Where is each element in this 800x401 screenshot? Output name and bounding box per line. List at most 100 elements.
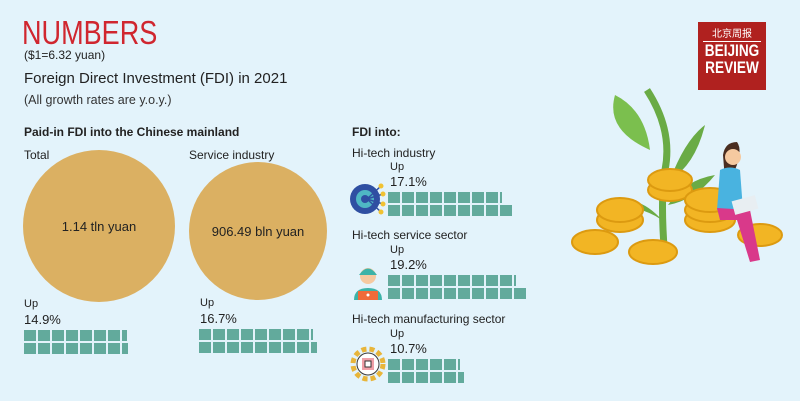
growth-block	[458, 359, 461, 370]
growth-block	[388, 359, 400, 370]
paid-in-heading: Paid-in FDI into the Chinese mainland	[24, 125, 240, 139]
growth-block	[444, 275, 456, 286]
growth-block	[122, 343, 128, 354]
growth-block	[52, 330, 64, 341]
growth-block	[514, 275, 517, 286]
hitech-manufacturing-growth: 10.7%	[390, 341, 427, 356]
growth-block	[402, 288, 414, 299]
subtitle: Foreign Direct Investment (FDI) in 2021	[24, 70, 288, 87]
growth-block	[430, 288, 442, 299]
person-pants	[717, 208, 760, 262]
growth-block	[52, 343, 64, 354]
growth-block	[472, 192, 484, 203]
growth-block	[416, 372, 428, 383]
growth-block	[402, 359, 414, 370]
growth-block	[227, 342, 239, 353]
gear-circuit-icon	[350, 183, 386, 215]
growth-block	[500, 288, 512, 299]
growth-block	[241, 342, 253, 353]
growth-block	[213, 329, 225, 340]
growth-block	[269, 342, 281, 353]
total-amount: 1.14 tln yuan	[61, 218, 137, 234]
growth-block	[486, 205, 498, 216]
growth-block	[416, 288, 428, 299]
growth-block	[416, 205, 428, 216]
growth-block	[80, 330, 92, 341]
growth-block	[388, 372, 400, 383]
growth-block	[458, 372, 464, 383]
hitech-manufacturing-up: Up	[390, 328, 405, 340]
growth-block	[388, 205, 400, 216]
laptop	[731, 195, 759, 215]
growth-block	[486, 288, 498, 299]
growth-block	[388, 192, 400, 203]
person-shirt	[717, 167, 743, 210]
growth-block	[458, 205, 470, 216]
growth-block	[430, 359, 442, 370]
growth-block	[255, 329, 267, 340]
growth-block	[472, 288, 484, 299]
growth-block	[388, 288, 400, 299]
hitech-manufacturing-label: Hi-tech manufacturing sector	[352, 312, 506, 326]
growth-block	[402, 275, 414, 286]
growth-block	[500, 192, 502, 203]
growth-block	[122, 330, 127, 341]
growth-block	[402, 192, 414, 203]
hitech-industry-up: Up	[390, 161, 405, 173]
growth-block	[514, 288, 526, 299]
hitech-industry-growth: 17.1%	[390, 174, 427, 189]
growth-block	[213, 342, 225, 353]
growth-block	[283, 342, 295, 353]
hitech-service-growth: 19.2%	[390, 257, 427, 272]
growth-block	[430, 205, 442, 216]
growth-block	[24, 343, 36, 354]
growth-block	[472, 205, 484, 216]
growth-block	[458, 192, 470, 203]
service-amount: 906.49 bln yuan	[211, 223, 305, 239]
growth-block	[430, 275, 442, 286]
hitech-industry-label: Hi-tech industry	[352, 146, 436, 160]
growth-block	[66, 343, 78, 354]
growth-block	[444, 372, 456, 383]
logo-line2: REVIEW	[705, 58, 759, 77]
growth-block	[388, 275, 400, 286]
growth-block	[416, 275, 428, 286]
growth-block	[108, 343, 120, 354]
investment-illustration	[571, 88, 783, 265]
growth-block	[199, 342, 211, 353]
growth-block	[500, 275, 512, 286]
growth-block	[416, 359, 428, 370]
growth-block	[94, 343, 106, 354]
growth-block	[24, 330, 36, 341]
growth-block	[38, 330, 50, 341]
growth-block	[402, 205, 414, 216]
growth-block	[444, 288, 456, 299]
growth-block	[458, 288, 470, 299]
growth-block	[283, 329, 295, 340]
total-up: Up	[24, 298, 39, 310]
growth-block	[430, 192, 442, 203]
growth-block	[430, 372, 442, 383]
plant-leaf	[613, 95, 650, 150]
growth-block	[486, 192, 498, 203]
growth-block	[38, 343, 50, 354]
logo-chinese: 北京周报	[703, 25, 761, 42]
growth-block	[94, 330, 106, 341]
growth-block	[241, 329, 253, 340]
support-agent-icon	[354, 268, 382, 300]
logo-line1: BEIJING	[704, 41, 760, 60]
growth-note: (All growth rates are y.o.y.)	[24, 93, 172, 107]
total-growth: 14.9%	[24, 312, 61, 327]
growth-block	[402, 372, 414, 383]
growth-block	[311, 342, 317, 353]
service-up: Up	[200, 297, 215, 309]
growth-block	[108, 330, 120, 341]
exchange-rate: ($1=6.32 yuan)	[24, 48, 106, 62]
beijing-review-logo: 北京周报 BEIJING REVIEW	[698, 22, 766, 90]
total-label: Total	[24, 148, 50, 162]
hitech-service-up: Up	[390, 244, 405, 256]
growth-block	[486, 275, 498, 286]
growth-block	[416, 192, 428, 203]
growth-block	[444, 192, 456, 203]
growth-block	[500, 205, 512, 216]
